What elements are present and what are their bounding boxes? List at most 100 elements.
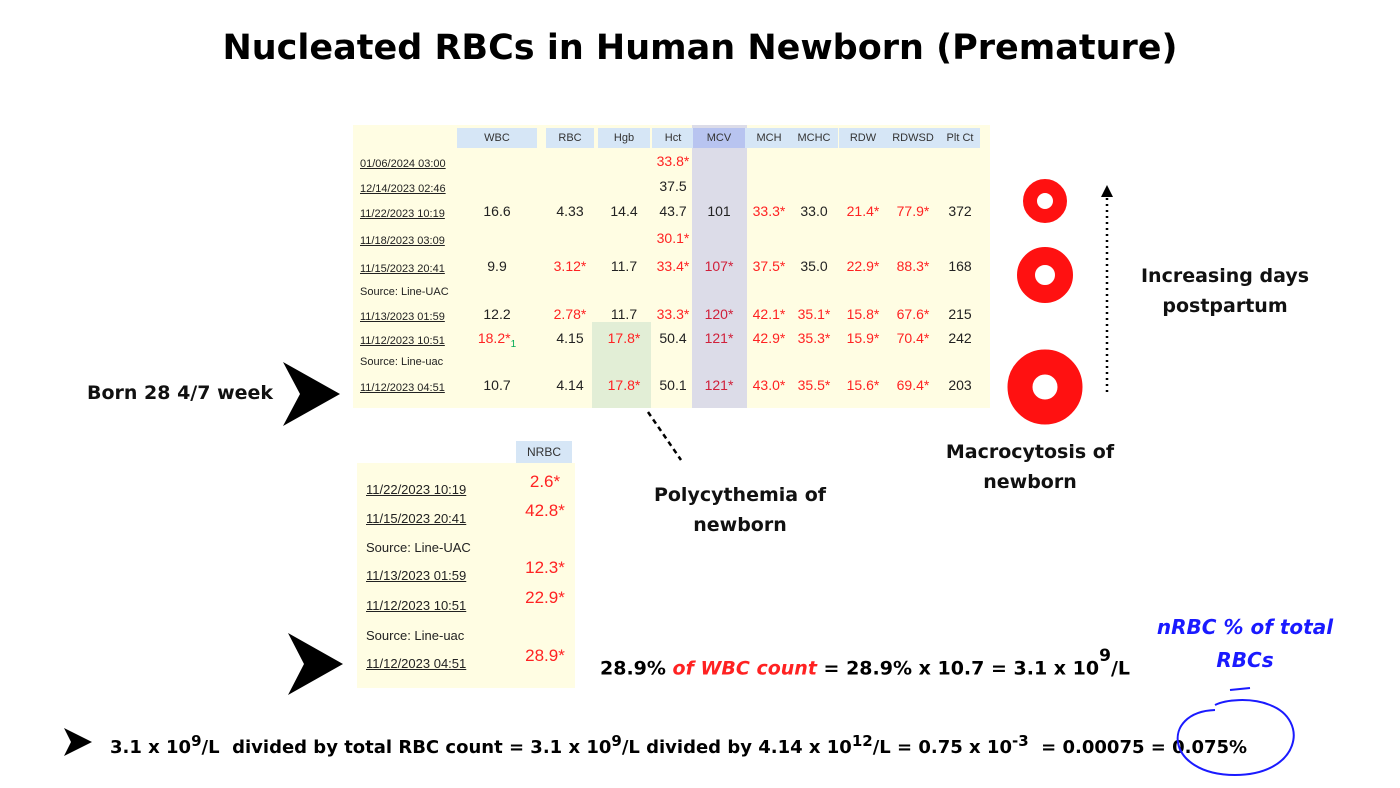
cell-value: 15.8* xyxy=(846,306,880,322)
cell-hgb: 11.7 xyxy=(594,258,654,274)
polycythemia-label-2: newborn xyxy=(693,514,787,536)
cell-mcv: 120* xyxy=(689,306,749,322)
cell-hct: 30.1* xyxy=(643,230,703,246)
cell-value: 37.5* xyxy=(752,258,786,274)
footnote-marker[interactable]: 1 xyxy=(510,338,517,350)
cell-value: 33.8* xyxy=(656,153,690,169)
cell-rdwsd: 88.3* xyxy=(883,258,943,274)
page-title: Nucleated RBCs in Human Newborn (Prematu… xyxy=(222,28,1178,68)
cbc-results-table xyxy=(353,125,990,408)
cell-mchc: 35.0 xyxy=(784,258,844,274)
cell-value: 77.9* xyxy=(896,203,930,219)
cell-wbc: 9.9 xyxy=(467,258,527,274)
formula-text: 28.9% xyxy=(600,657,673,680)
cell-value: 101 xyxy=(707,203,731,219)
cell-mchc: 33.0 xyxy=(784,203,844,219)
cell-value: 17.8* xyxy=(607,377,641,393)
result-date-link[interactable]: 11/12/2023 04:51 xyxy=(360,382,445,394)
result-date-link[interactable]: 01/06/2024 03:00 xyxy=(360,158,446,170)
column-header: RDW xyxy=(839,128,887,148)
source-label: Source: Line-uac xyxy=(360,356,444,368)
cell-hct: 37.5 xyxy=(643,178,703,194)
small-rbc-ring-icon xyxy=(1023,179,1067,223)
cell-value: 35.1* xyxy=(797,306,831,322)
result-date-link[interactable]: 11/12/2023 10:51 xyxy=(366,598,467,613)
result-date-link[interactable]: 11/18/2023 03:09 xyxy=(360,235,445,247)
wbc-formula: 28.9% of WBC count = 28.9% x 10.7 = 3.1 … xyxy=(600,646,1130,680)
column-header: Plt Ct xyxy=(940,128,980,148)
cell-value: 70.4* xyxy=(896,330,930,346)
cell-mch: 42.1* xyxy=(739,306,799,322)
cell-hct: 33.8* xyxy=(643,153,703,169)
cell-rdw: 15.9* xyxy=(833,330,893,346)
nrbc-pct-label-1: nRBC % of total xyxy=(1156,615,1334,639)
pen-mark xyxy=(1229,687,1251,691)
result-date-link[interactable]: 11/13/2023 01:59 xyxy=(366,568,467,583)
nrbc-header: NRBC xyxy=(516,441,572,463)
result-date-link[interactable]: 11/22/2023 10:19 xyxy=(360,208,445,220)
macrocytosis-label-2: newborn xyxy=(983,471,1077,493)
cell-hct: 33.4* xyxy=(643,258,703,274)
cell-hgb: 11.7 xyxy=(594,306,654,322)
cell-value: 11.7 xyxy=(610,306,638,322)
cell-mch: 43.0* xyxy=(739,377,799,393)
source-label: Source: Line-UAC xyxy=(366,540,471,555)
nrbc-value: 42.8* xyxy=(525,501,565,520)
macrocytosis-label-1: Macrocytosis of xyxy=(945,441,1115,463)
polycythemia-pointer xyxy=(646,411,683,461)
cell-value: 120* xyxy=(704,306,734,322)
result-date-link[interactable]: 11/13/2023 01:59 xyxy=(360,311,445,323)
cell-value: 67.6* xyxy=(896,306,930,322)
column-header: RDWSD xyxy=(885,128,941,148)
cell-value: 107* xyxy=(704,258,734,274)
arrowhead-born-icon xyxy=(283,362,340,426)
cell-mchc: 35.3* xyxy=(784,330,844,346)
result-date-link[interactable]: 12/14/2023 02:46 xyxy=(360,183,446,195)
cell-value: 14.4 xyxy=(610,203,638,219)
formula-exponent: -3 xyxy=(1011,732,1029,750)
hgb-polycythemia-highlight xyxy=(592,322,651,408)
formula-exponent: 9 xyxy=(1099,646,1111,666)
cell-value: 4.14 xyxy=(556,377,584,393)
cell-rbc: 3.12* xyxy=(540,258,600,274)
arrowhead-formula-icon xyxy=(288,633,343,695)
medium-rbc-ring-icon xyxy=(1017,247,1073,303)
result-date-link[interactable]: 11/15/2023 20:41 xyxy=(366,511,467,526)
cell-value: 22.9* xyxy=(846,258,880,274)
cell-value: 3.12* xyxy=(553,258,587,274)
result-date-link[interactable]: 11/22/2023 10:19 xyxy=(366,482,467,497)
cell-value: 15.6* xyxy=(846,377,880,393)
column-header: Hgb xyxy=(598,128,650,148)
formula-text: = 28.9% x 10.7 = 3.1 x 10 xyxy=(816,657,1100,680)
arrowhead-bullet-icon xyxy=(64,728,92,756)
formula-text: 3.1 x 10 xyxy=(110,737,192,758)
cell-rdw: 15.8* xyxy=(833,306,893,322)
cell-value: 203 xyxy=(948,377,972,393)
rbc-formula: 3.1 x 109/L divided by total RBC count =… xyxy=(110,732,1247,758)
formula-exponent: 9 xyxy=(611,732,622,750)
cell-pltct: 372 xyxy=(930,203,990,219)
cell-mch: 42.9* xyxy=(739,330,799,346)
result-date-link[interactable]: 11/15/2023 20:41 xyxy=(360,263,445,275)
formula-text: /L divided by 4.14 x 10 xyxy=(621,737,852,758)
cell-value: 35.3* xyxy=(797,330,831,346)
cell-value: 17.8* xyxy=(607,330,641,346)
column-header: RBC xyxy=(546,128,594,148)
cell-value: 372 xyxy=(948,203,972,219)
cell-pltct: 215 xyxy=(930,306,990,322)
cell-rdw: 22.9* xyxy=(833,258,893,274)
cell-hct: 50.1 xyxy=(643,377,703,393)
cell-value: 242 xyxy=(948,330,972,346)
arrow-up-icon xyxy=(1101,185,1113,197)
column-header: Hct xyxy=(652,128,694,148)
cell-value: 33.0 xyxy=(800,203,828,219)
result-date-link[interactable]: 11/12/2023 10:51 xyxy=(360,335,445,347)
cell-rdw: 21.4* xyxy=(833,203,893,219)
cell-rbc: 4.14 xyxy=(540,377,600,393)
cell-value: 50.1 xyxy=(659,377,687,393)
cell-value: 42.9* xyxy=(752,330,786,346)
cell-hct: 43.7 xyxy=(643,203,703,219)
result-date-link[interactable]: 11/12/2023 04:51 xyxy=(366,656,467,671)
cell-mchc: 35.5* xyxy=(784,377,844,393)
cell-value: 121* xyxy=(704,377,734,393)
